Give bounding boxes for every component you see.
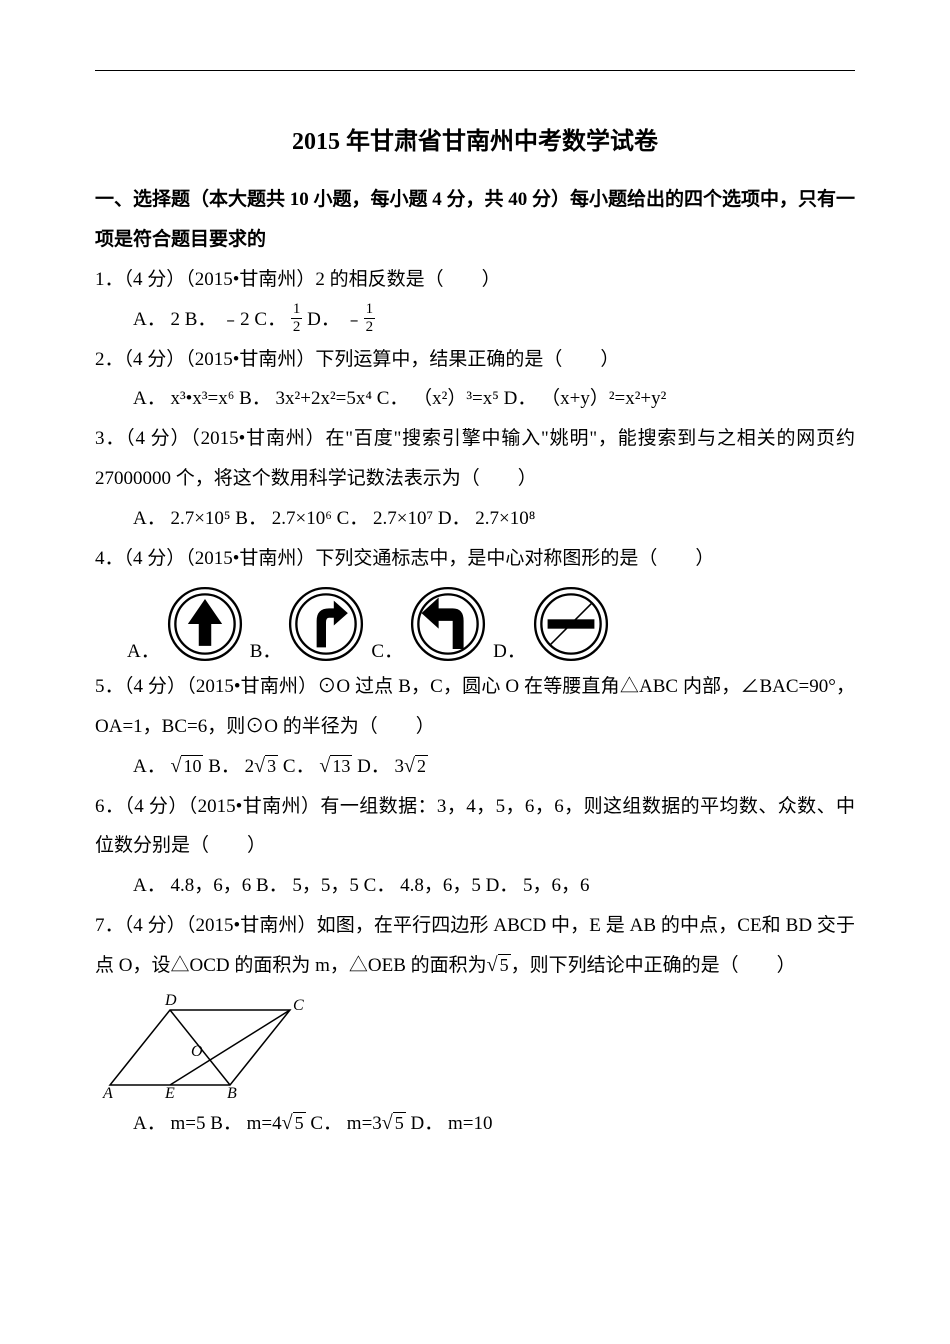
exam-page: 2015 年甘肃省甘南州中考数学试卷 一、选择题（本大题共 10 小题，每小题 … bbox=[0, 0, 950, 1204]
q5-sqrt-b: √3 bbox=[254, 755, 278, 778]
q7-c-lead: C． m=3 bbox=[310, 1113, 381, 1134]
q4-label-a: A． bbox=[127, 636, 160, 663]
question-5-stem: 5．（4 分）（2015•甘南州）⊙O 过点 B，C，圆心 O 在等腰直角△AB… bbox=[95, 667, 855, 747]
question-1-options: A． 2 B． ﹣2 C． 12 D． ﹣12 bbox=[95, 300, 855, 340]
question-7-options: A． m=5 B． m=4√5 C． m=3√5 D． m=10 bbox=[95, 1104, 855, 1144]
question-6-stem: 6．（4 分）（2015•甘南州）有一组数据：3，4，5，6，6，则这组数据的平… bbox=[95, 787, 855, 867]
q5-c-lead: C． bbox=[283, 756, 319, 777]
top-rule bbox=[95, 70, 855, 71]
question-6-options: A． 4.8，6，6 B． 5，5，5 C． 4.8，6，5 D． 5，6，6 bbox=[95, 866, 855, 906]
pt-B: B bbox=[227, 1085, 237, 1100]
question-2-stem: 2．（4 分）（2015•甘南州）下列运算中，结果正确的是（ ） bbox=[95, 340, 855, 380]
pt-C: C bbox=[293, 997, 304, 1014]
sign-a-up-arrow-icon bbox=[166, 585, 244, 663]
exam-title: 2015 年甘肃省甘南州中考数学试卷 bbox=[95, 121, 855, 156]
question-4-signs: A． B． C． D． bbox=[95, 585, 855, 663]
question-1-stem: 1．（4 分）（2015•甘南州）2 的相反数是（ ） bbox=[95, 260, 855, 300]
q1-opt-c-lead: C． bbox=[254, 309, 290, 330]
sign-b-turn-right-icon bbox=[287, 585, 365, 663]
question-4-stem: 4．（4 分）（2015•甘南州）下列交通标志中，是中心对称图形的是（ ） bbox=[95, 539, 855, 579]
question-7-diagram: D C O A E B bbox=[95, 990, 855, 1100]
q4-opt-c: C． bbox=[371, 585, 487, 663]
q4-opt-b: B． bbox=[250, 585, 366, 663]
question-3-options: A． 2.7×10⁵ B． 2.7×10⁶ C． 2.7×10⁷ D． 2.7×… bbox=[95, 499, 855, 539]
q5-sqrt-c: √13 bbox=[319, 755, 352, 778]
q1-frac-d: 12 bbox=[364, 302, 376, 335]
parallelogram-diagram: D C O A E B bbox=[95, 990, 305, 1100]
sign-d-no-entry-icon bbox=[532, 585, 610, 663]
q4-label-b: B． bbox=[250, 636, 282, 663]
question-2-options: A． x³•x³=x⁶ B． 3x²+2x²=5x⁴ C． （x²）³=x⁵ D… bbox=[95, 379, 855, 419]
q7-sqrt-c: √5 bbox=[382, 1112, 406, 1135]
q5-a-lead: A． bbox=[133, 756, 170, 777]
q1-opt-b: B． ﹣2 bbox=[185, 309, 250, 330]
q4-opt-d: D． bbox=[493, 585, 610, 663]
q7-opt-a: A． m=5 bbox=[133, 1113, 205, 1134]
question-5-options: A． √10 B． 2√3 C． √13 D． 3√2 bbox=[95, 747, 855, 787]
section-1-header: 一、选择题（本大题共 10 小题，每小题 4 分，共 40 分）每小题给出的四个… bbox=[95, 180, 855, 260]
q1-frac-c: 12 bbox=[291, 302, 303, 335]
q5-b-lead: B． 2 bbox=[208, 756, 254, 777]
q4-label-d: D． bbox=[493, 636, 526, 663]
q4-opt-a: A． bbox=[127, 585, 244, 663]
pt-O: O bbox=[191, 1043, 203, 1060]
q5-sqrt-d: √2 bbox=[404, 755, 428, 778]
q5-d-lead: D． 3 bbox=[357, 756, 404, 777]
q4-label-c: C． bbox=[371, 636, 403, 663]
q1-opt-d-lead: D． ﹣ bbox=[307, 309, 363, 330]
q7-opt-d: D． m=10 bbox=[411, 1113, 493, 1134]
q7-sqrt-stem: √5 bbox=[487, 954, 511, 977]
pt-A: A bbox=[102, 1085, 113, 1100]
sign-c-turn-left-icon bbox=[409, 585, 487, 663]
pt-E: E bbox=[164, 1085, 175, 1100]
q7-sqrt-b: √5 bbox=[282, 1112, 306, 1135]
question-3-stem: 3．（4 分）（2015•甘南州）在"百度"搜索引擎中输入"姚明"，能搜索到与之… bbox=[95, 419, 855, 499]
q1-opt-a: A． 2 bbox=[133, 309, 180, 330]
question-7-stem: 7．（4 分）（2015•甘南州）如图，在平行四边形 ABCD 中，E 是 AB… bbox=[95, 906, 855, 986]
q7-stem-p2: ，则下列结论中正确的是（ ） bbox=[511, 955, 796, 976]
q5-sqrt-a: √10 bbox=[170, 755, 203, 778]
pt-D: D bbox=[164, 992, 177, 1009]
q7-b-lead: B． m=4 bbox=[210, 1113, 281, 1134]
